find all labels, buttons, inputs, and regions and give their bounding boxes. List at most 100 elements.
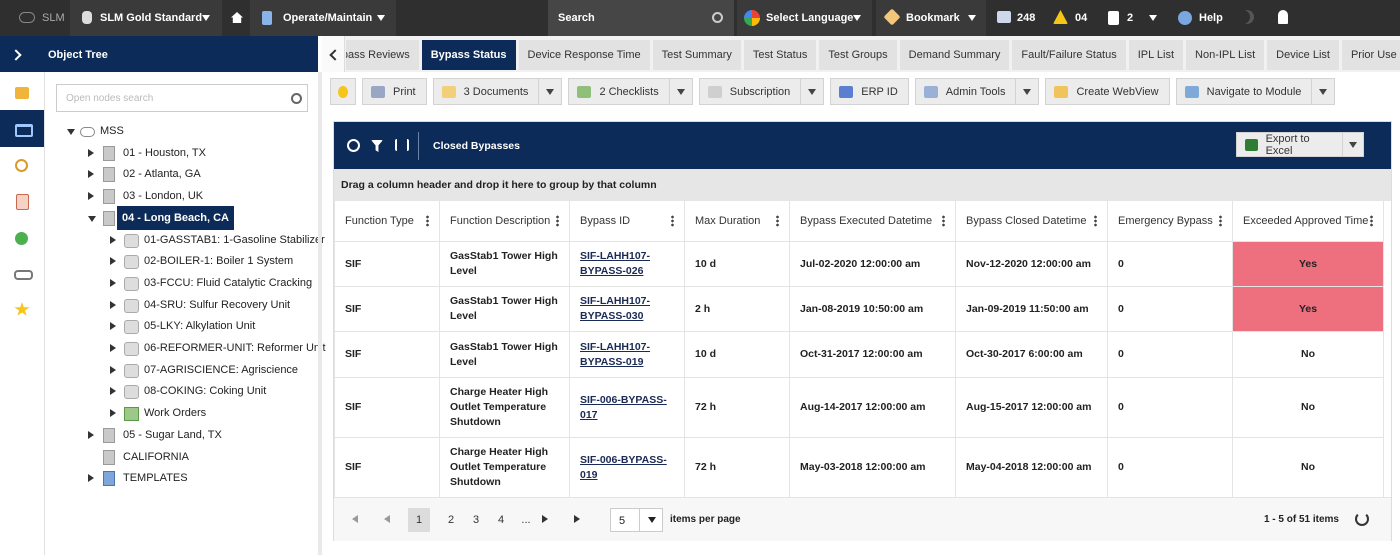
export-menu[interactable] [1342, 132, 1363, 157]
column-menu[interactable] [1094, 215, 1097, 227]
search-icon[interactable] [712, 12, 723, 23]
tab[interactable]: Device Response Time [518, 40, 650, 70]
rail-active[interactable] [0, 110, 44, 147]
sync-icon[interactable] [15, 232, 28, 245]
tab[interactable]: Non-IPL List [1186, 40, 1265, 70]
page-button[interactable]: 1 [408, 508, 430, 532]
link-icon[interactable] [14, 270, 33, 280]
export-main[interactable]: Export to Excel [1237, 133, 1342, 157]
report-icon[interactable] [16, 194, 29, 210]
page-button[interactable]: 3 [472, 514, 480, 526]
column-header[interactable]: Function Type [334, 201, 440, 242]
button-menu[interactable] [538, 79, 561, 104]
tab-scroll-left[interactable] [322, 36, 345, 72]
column-menu[interactable] [1219, 215, 1222, 227]
expander[interactable] [88, 474, 94, 483]
search-box[interactable] [548, 0, 734, 36]
bypass-link[interactable]: SIF-LAHH107-BYPASS-030 [580, 295, 651, 322]
expander[interactable] [110, 387, 116, 396]
theme-toggle[interactable] [1240, 10, 1254, 24]
search-icon[interactable] [291, 93, 302, 104]
column-menu[interactable] [776, 215, 779, 227]
expander[interactable] [110, 235, 116, 244]
tab[interactable]: Bypass Status [421, 40, 516, 70]
toolbar-button[interactable]: Create WebView [1045, 78, 1170, 105]
tab[interactable]: Prior Use Statistics [1341, 40, 1400, 70]
expand-button[interactable] [10, 49, 22, 61]
expander[interactable] [67, 129, 75, 135]
site-selector[interactable]: SLM Gold Standard [100, 12, 203, 24]
expander[interactable] [110, 322, 116, 331]
splitter[interactable] [318, 72, 322, 555]
page-button[interactable]: 2 [447, 514, 455, 526]
help-link[interactable]: Help [1199, 12, 1223, 24]
bypass-link[interactable]: SIF-LAHH107-BYPASS-026 [580, 250, 651, 277]
button-main[interactable]: Print [363, 85, 426, 98]
bypass-link[interactable]: SIF-006-BYPASS-017 [580, 393, 667, 421]
button-main[interactable]: Create WebView [1046, 85, 1168, 98]
toolbar-button[interactable]: Print [362, 78, 427, 105]
refresh-button[interactable] [1355, 512, 1369, 526]
tab[interactable]: IPL List [1128, 40, 1184, 70]
expander[interactable] [88, 170, 94, 179]
rail-icon[interactable] [15, 87, 29, 99]
button-menu[interactable] [1015, 79, 1038, 104]
tree-search[interactable]: Open nodes search [56, 84, 308, 112]
bypass-link[interactable]: SIF-LAHH107-BYPASS-019 [580, 340, 651, 368]
first-page[interactable] [344, 508, 366, 532]
tab[interactable]: Fault/Failure Status [1012, 40, 1126, 70]
expander[interactable] [110, 409, 116, 418]
info-icon[interactable] [347, 139, 360, 152]
page-size-menu[interactable] [639, 509, 664, 531]
search-rail-icon[interactable] [15, 159, 28, 172]
tab[interactable]: Device List [1267, 40, 1339, 70]
user-icon[interactable] [1278, 10, 1288, 24]
column-menu[interactable] [671, 215, 674, 227]
expander[interactable] [110, 278, 116, 287]
page-size[interactable]: 5 [610, 508, 663, 532]
tab[interactable]: Bypass Reviews [346, 40, 419, 70]
toolbar-button[interactable]: Navigate to Module [1175, 78, 1336, 105]
expander[interactable] [110, 365, 116, 374]
button-menu[interactable] [1311, 79, 1334, 104]
button-menu[interactable] [800, 79, 823, 104]
expander[interactable] [88, 192, 94, 201]
page-button[interactable]: ... [521, 514, 531, 526]
message-count[interactable]: 248 [1017, 12, 1036, 24]
export-button[interactable]: Export to Excel [1236, 132, 1364, 157]
bookmark-menu[interactable]: Bookmark [906, 12, 960, 24]
toolbar-button[interactable]: ERP ID [830, 78, 909, 105]
favorites-icon[interactable] [14, 302, 30, 316]
home-icon[interactable] [231, 12, 243, 23]
column-header[interactable]: Emergency Bypass [1107, 201, 1233, 242]
mode-selector[interactable]: Operate/Maintain [283, 12, 373, 24]
group-bar[interactable]: Drag a column header and drop it here to… [334, 169, 1391, 201]
tips-button[interactable] [330, 78, 356, 105]
button-main[interactable]: Subscription [700, 85, 801, 98]
next-page[interactable] [534, 508, 556, 532]
tab[interactable]: Demand Summary [899, 40, 1010, 70]
expander[interactable] [110, 300, 116, 309]
last-page[interactable] [566, 508, 588, 532]
bypass-link[interactable]: SIF-006-BYPASS-019 [580, 453, 667, 481]
toolbar-button[interactable]: 3 Documents [432, 78, 563, 105]
expander[interactable] [88, 148, 94, 157]
column-menu[interactable] [942, 215, 945, 227]
column-header[interactable]: Bypass Closed Datetime [955, 201, 1108, 242]
column-header[interactable]: Bypass ID [569, 201, 685, 242]
column-header[interactable]: Exceeded Approved Time [1232, 201, 1384, 242]
column-menu[interactable] [426, 215, 429, 227]
expander[interactable] [110, 344, 116, 352]
filter-icon[interactable] [371, 140, 383, 152]
alert-count[interactable]: 04 [1075, 12, 1088, 24]
columns-icon[interactable] [395, 139, 409, 151]
button-main[interactable]: ERP ID [831, 85, 907, 98]
column-header[interactable]: Bypass Executed Datetime [789, 201, 956, 242]
language-selector[interactable]: Select Language [766, 12, 854, 24]
button-main[interactable]: Admin Tools [916, 85, 1016, 98]
button-main[interactable]: 2 Checklists [569, 85, 668, 98]
search-label[interactable]: Search [558, 12, 595, 24]
button-main[interactable]: Navigate to Module [1177, 85, 1312, 98]
column-menu[interactable] [1370, 215, 1373, 227]
column-menu[interactable] [556, 215, 559, 227]
